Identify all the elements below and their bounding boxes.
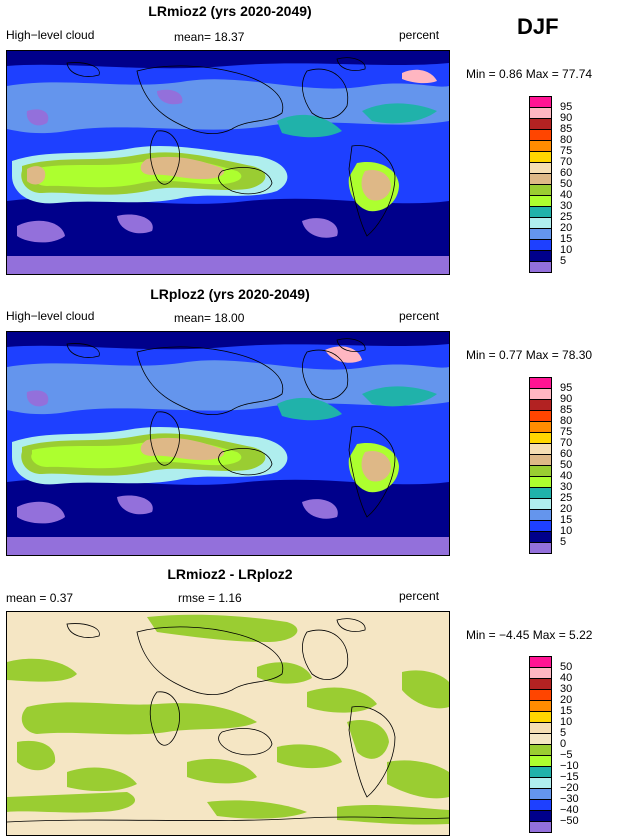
colorbar-label: 75	[560, 426, 573, 438]
panel-1-mean: mean= 18.37	[174, 30, 245, 44]
colorbar-label: 60	[560, 167, 573, 179]
panel-2-min-max: Min = 0.77 Max = 78.30	[466, 348, 593, 362]
colorbar-label: 10	[560, 716, 573, 728]
panel-1-title: LRmioz2 (yrs 2020-2049)	[148, 3, 312, 19]
colorbar-label: 50	[560, 178, 573, 190]
colorbar-label: 5	[560, 536, 567, 548]
colorbar-label: 95	[560, 101, 573, 113]
colorbar-label: 75	[560, 145, 573, 157]
colorbar-label: 30	[560, 683, 573, 695]
colorbar-label: 15	[560, 705, 573, 717]
panel-2-units: percent	[399, 309, 440, 323]
colorbar-label: 30	[560, 481, 573, 493]
colorbar-label: −5	[560, 749, 573, 761]
colorbar-label: −50	[560, 815, 579, 827]
colorbar-label: 85	[560, 404, 573, 416]
colorbar-label: 15	[560, 514, 573, 526]
colorbar-label: 10	[560, 525, 573, 537]
panel-3-map-svg	[7, 612, 449, 835]
colorbar-label: 15	[560, 233, 573, 245]
colorbar-label: 20	[560, 222, 573, 234]
panel-1-field-label: High−level cloud	[6, 28, 95, 42]
panel-2-map	[6, 331, 450, 556]
season-label: DJF	[517, 14, 559, 39]
colorbar-label: 20	[560, 503, 573, 515]
panel-1-min-max: Min = 0.86 Max = 77.74	[466, 67, 593, 81]
colorbar-label: 70	[560, 437, 573, 449]
colorbar-label: 5	[560, 255, 567, 267]
panel-3-colorbar: 50 40 30 20 15 10 5 0 −5 −10 −15 −20 −30 −40 −50	[529, 656, 591, 833]
panel-3-min-max: Min = −4.45 Max = 5.22	[466, 628, 593, 642]
panel-1-map	[6, 50, 450, 275]
colorbar-label: 50	[560, 459, 573, 471]
colorbar-label: 5	[560, 727, 567, 739]
panel-2-field-label: High−level cloud	[6, 309, 95, 323]
colorbar-label: 20	[560, 694, 573, 706]
panel-2-colorbar: 95 90 85 80 75 70 60 50 40 30 25 20 15 10 5	[529, 377, 591, 554]
colorbar-label: 40	[560, 672, 573, 684]
colorbar-swatch	[529, 542, 552, 554]
panel-3-mean: mean = 0.37	[6, 591, 74, 605]
colorbar-label: −30	[560, 793, 579, 805]
colorbar-label: −10	[560, 760, 579, 772]
colorbar-label: 30	[560, 200, 573, 212]
colorbar-label: −15	[560, 771, 579, 783]
panel-3-map	[6, 611, 450, 836]
colorbar-label: 90	[560, 112, 573, 124]
colorbar-label: 85	[560, 123, 573, 135]
panel-3-title: LRmioz2 - LRploz2	[167, 566, 293, 582]
panel-1-colorbar: 95 90 85 80 75 70 60 50 40 30 25 20 15 10 5	[529, 96, 591, 273]
panel-3-units: percent	[399, 589, 440, 603]
colorbar-label: 10	[560, 244, 573, 256]
colorbar-swatch	[529, 261, 552, 273]
colorbar-label: 80	[560, 415, 573, 427]
panel-2-title: LRploz2 (yrs 2020-2049)	[150, 286, 310, 302]
panel-2-mean: mean= 18.00	[174, 311, 245, 325]
colorbar-label: 50	[560, 661, 573, 673]
colorbar-label: 90	[560, 393, 573, 405]
colorbar-label: 80	[560, 134, 573, 146]
panel-2-map-svg	[7, 332, 449, 555]
panel-1-units: percent	[399, 28, 440, 42]
panel-3-rmse: rmse = 1.16	[178, 591, 242, 605]
colorbar-label: 25	[560, 211, 573, 223]
colorbar-label: 60	[560, 448, 573, 460]
colorbar-label: 95	[560, 382, 573, 394]
colorbar-label: −40	[560, 804, 579, 816]
colorbar-label: 70	[560, 156, 573, 168]
colorbar-swatch	[529, 821, 552, 833]
colorbar-label: −20	[560, 782, 579, 794]
colorbar-label: 25	[560, 492, 573, 504]
colorbar-label: 40	[560, 189, 573, 201]
colorbar-label: 40	[560, 470, 573, 482]
colorbar-label: 0	[560, 738, 567, 750]
panel-1-map-svg	[7, 51, 449, 274]
